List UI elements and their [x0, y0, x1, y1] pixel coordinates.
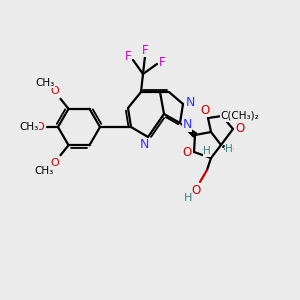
Text: CH₃: CH₃ [35, 166, 54, 176]
Text: F: F [125, 50, 131, 64]
Text: O: O [236, 122, 244, 136]
Text: H: H [184, 193, 192, 203]
Text: O: O [200, 103, 210, 116]
Text: F: F [142, 44, 148, 56]
Polygon shape [180, 123, 196, 137]
Text: N: N [182, 118, 192, 131]
Text: F: F [159, 56, 165, 70]
Polygon shape [203, 147, 211, 158]
Text: O: O [36, 122, 44, 132]
Text: C(CH₃)₂: C(CH₃)₂ [220, 111, 260, 121]
Text: N: N [185, 95, 195, 109]
Text: H: H [225, 144, 233, 154]
Text: H: H [203, 146, 211, 156]
Text: O: O [191, 184, 201, 196]
Text: CH₃: CH₃ [20, 122, 39, 132]
Text: O: O [50, 86, 59, 96]
Text: N: N [139, 139, 149, 152]
Text: O: O [182, 146, 192, 158]
Text: O: O [50, 158, 59, 168]
Text: CH₃: CH₃ [35, 78, 54, 88]
